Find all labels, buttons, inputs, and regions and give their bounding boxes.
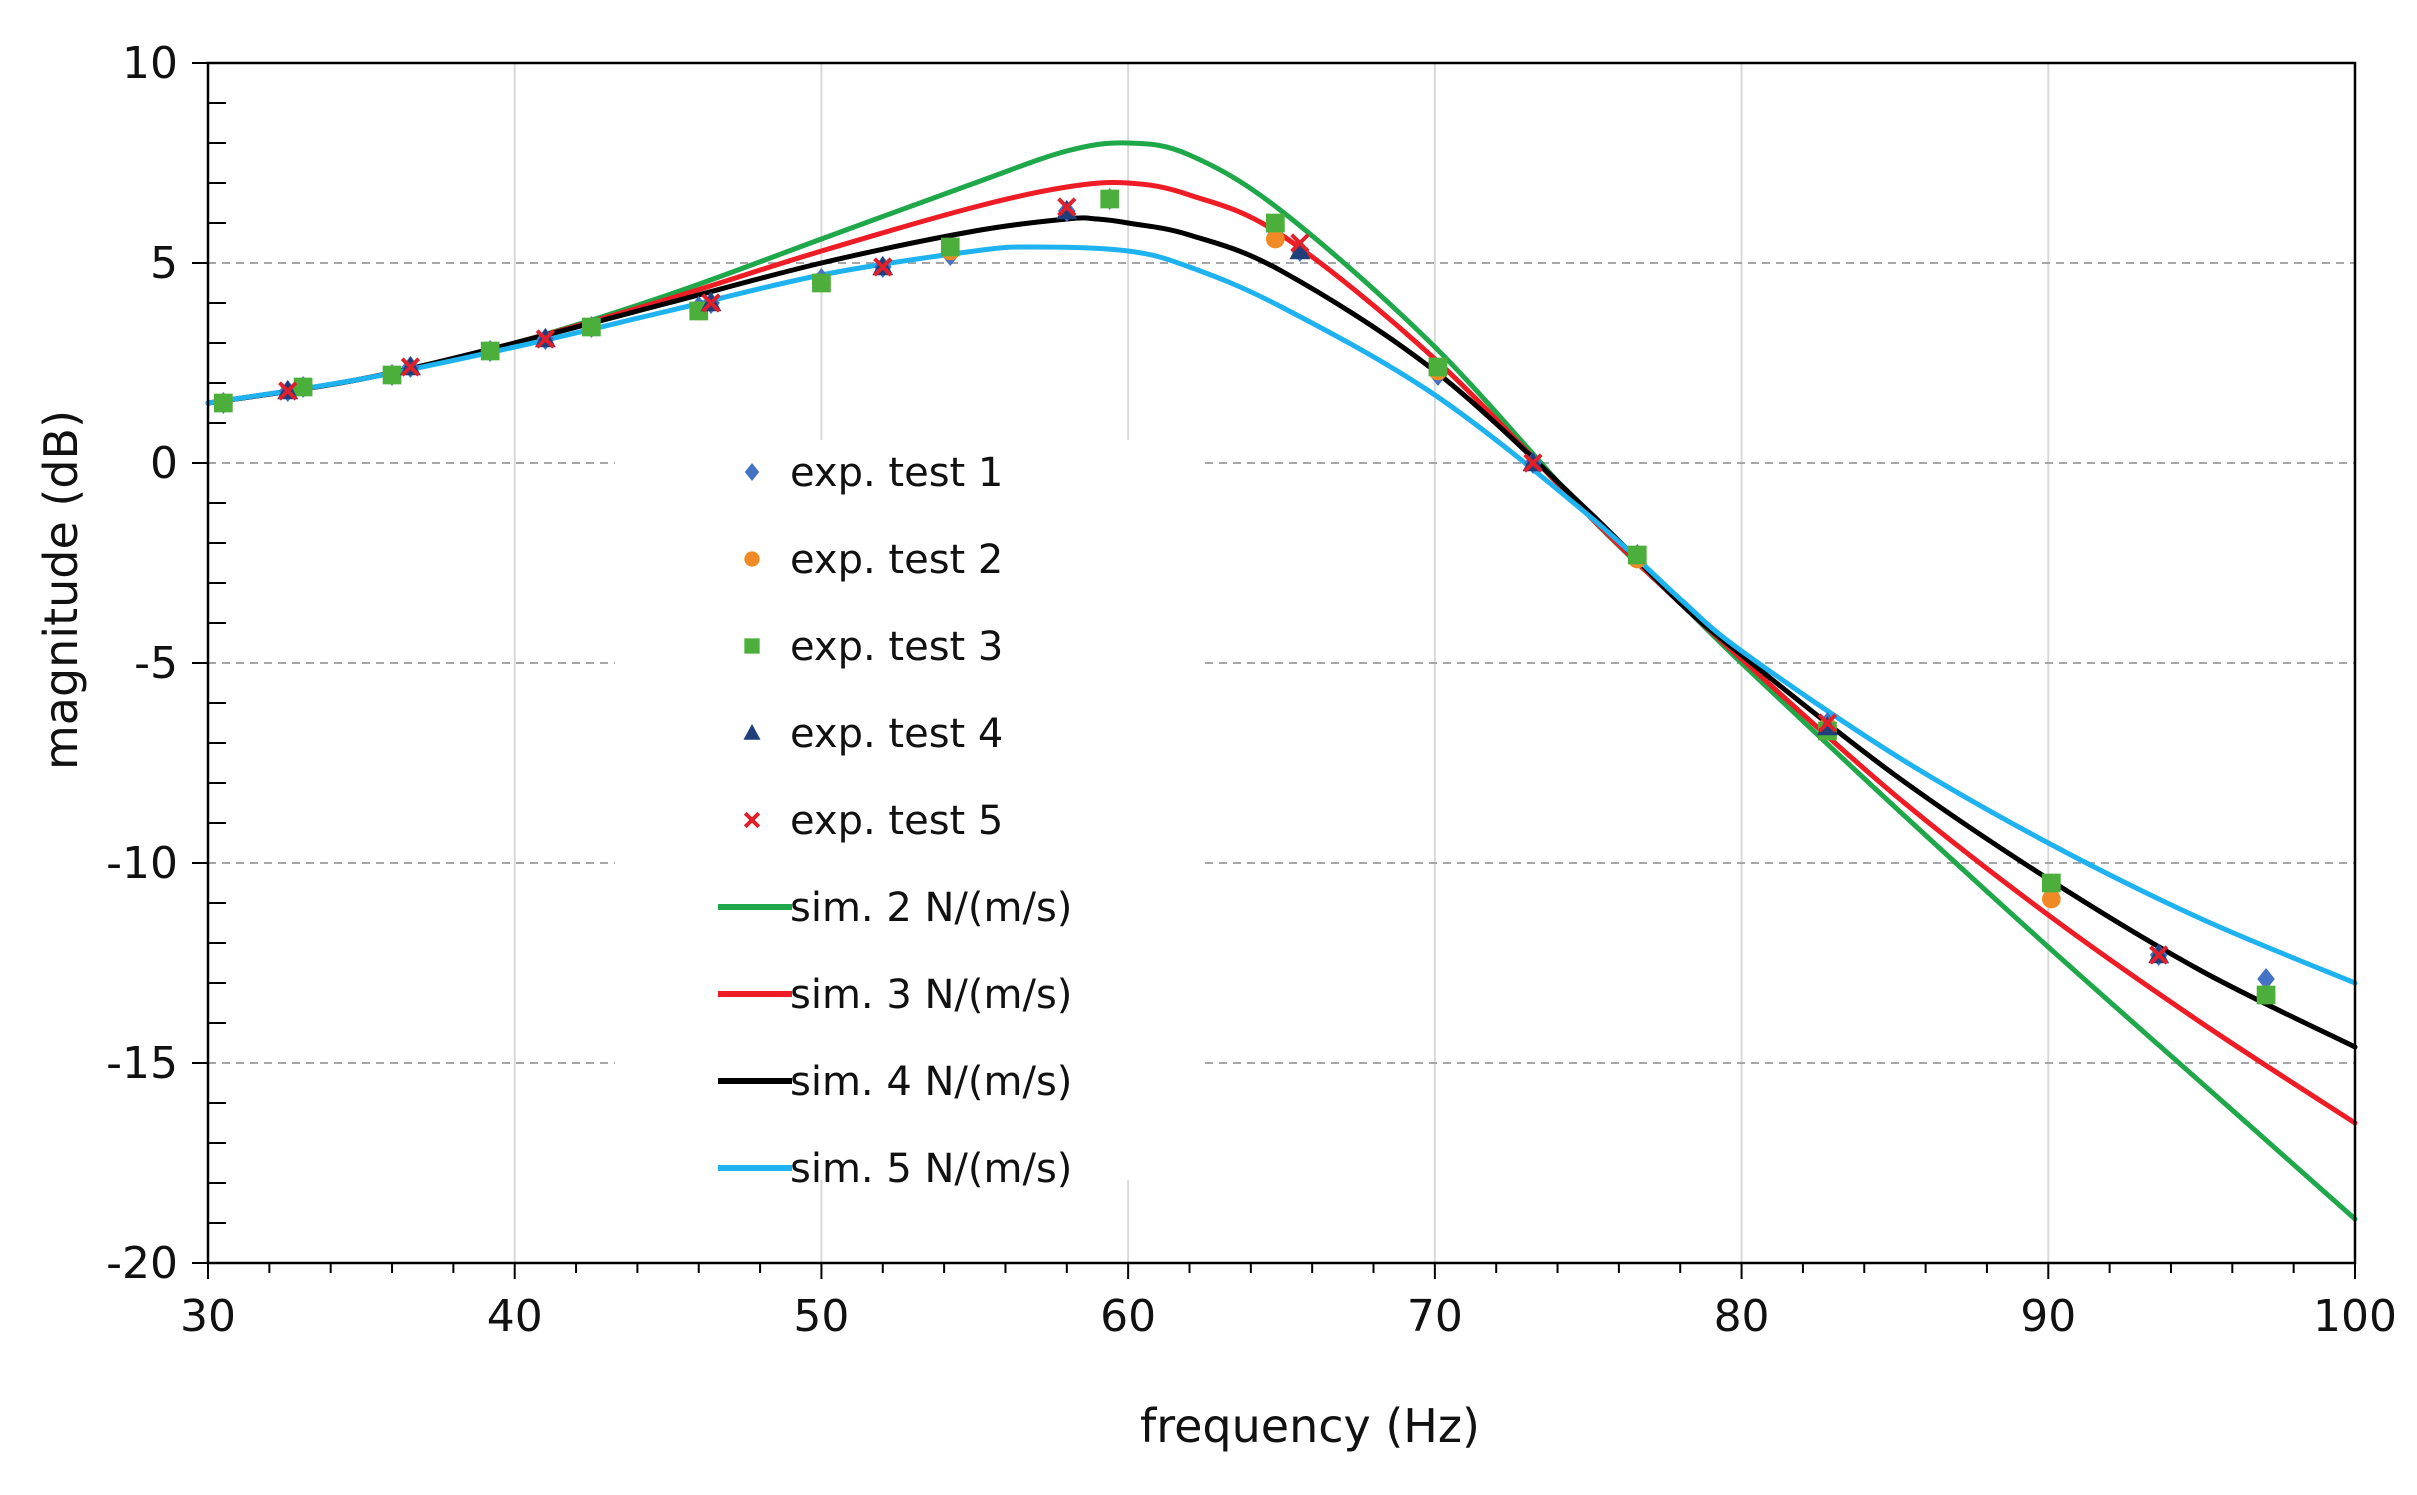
x-axis-label: frequency (Hz) [1140, 1399, 1480, 1453]
y-tick-label: -15 [106, 1038, 178, 1089]
x-marker-stroke [278, 381, 298, 401]
legend-label: exp. test 4 [790, 711, 1003, 757]
data-point [1290, 233, 1310, 253]
legend-label: exp. test 1 [790, 450, 1003, 496]
data-point [2042, 889, 2061, 909]
series-line-sim-2-n-m-s [205, 140, 2358, 1222]
x-marker-stroke [2149, 945, 2169, 965]
axes [192, 61, 2357, 1279]
legend: exp. test 1 exp. test 2 exp. test 3 exp. te… [615, 440, 1205, 1192]
data-point [1100, 189, 1120, 209]
data-point [480, 341, 500, 361]
data-point [2256, 985, 2276, 1005]
y-tick-label: 5 [150, 238, 178, 289]
legend-marker-swatch [743, 724, 761, 740]
y-tick-label: -5 [134, 638, 178, 689]
data-point [1428, 357, 1448, 377]
x-marker-stroke [1290, 233, 1310, 253]
x-marker-stroke [701, 293, 721, 313]
data-point [278, 381, 298, 401]
data-point [382, 365, 402, 385]
data-point [1266, 213, 1285, 233]
x-marker-stroke [743, 811, 761, 829]
y-tick-label: -10 [106, 838, 178, 889]
y-tick-label: 10 [122, 38, 178, 89]
data-point [873, 257, 893, 277]
y-tick-label: 0 [150, 438, 178, 489]
legend-item: exp. test 1 [744, 450, 1003, 496]
data-point [293, 377, 313, 397]
y-axis-label: magnitude (dB) [34, 410, 88, 770]
x-tick-label: 30 [180, 1291, 236, 1342]
legend-label: sim. 3 N/(m/s) [790, 972, 1072, 1018]
data-point [1057, 197, 1077, 217]
x-marker-stroke [873, 257, 893, 277]
legend-label: sim. 2 N/(m/s) [790, 885, 1072, 931]
legend-item: sim. 5 N/(m/s) [718, 1146, 1072, 1192]
legend-item: sim. 3 N/(m/s) [718, 972, 1072, 1018]
data-point [940, 237, 960, 257]
legend-marker-swatch [743, 811, 761, 829]
data-point [1266, 229, 1285, 249]
legend-label: exp. test 5 [790, 798, 1003, 844]
data-point [1523, 453, 1543, 473]
series-lines [205, 140, 2358, 1222]
data-point [2149, 945, 2169, 965]
legend-item: exp. test 3 [744, 624, 1003, 670]
x-tick-label: 90 [2020, 1291, 2076, 1342]
series-line-sim-4-n-m-s [205, 215, 2358, 1050]
series-line-sim-3-n-m-s [205, 180, 2358, 1126]
legend-label: exp. test 3 [790, 624, 1003, 670]
x-tick-label: 50 [793, 1291, 849, 1342]
legend-marker-swatch [744, 463, 760, 481]
legend-item: exp. test 5 [743, 798, 1003, 844]
data-point [535, 329, 556, 349]
legend-marker-swatch [744, 551, 760, 567]
x-tick-label: 100 [2313, 1291, 2397, 1342]
legend-label: sim. 4 N/(m/s) [790, 1059, 1072, 1105]
data-point [701, 293, 721, 313]
data-point [812, 273, 831, 293]
data-point [400, 357, 421, 377]
x-marker-stroke [1057, 197, 1077, 217]
legend-item: exp. test 2 [744, 537, 1003, 583]
x-marker-stroke [1817, 713, 1838, 733]
data-point [1627, 545, 1647, 565]
x-marker-stroke [400, 357, 421, 377]
y-tick-label: -20 [106, 1238, 178, 1289]
legend-label: sim. 5 N/(m/s) [790, 1146, 1072, 1192]
data-point [213, 393, 233, 413]
x-marker-stroke [1523, 453, 1543, 473]
data-point [582, 317, 601, 337]
legend-background [615, 440, 1205, 1180]
legend-label: exp. test 2 [790, 537, 1003, 583]
x-tick-label: 60 [1100, 1291, 1156, 1342]
x-tick-label: 70 [1407, 1291, 1463, 1342]
legend-marker-swatch [744, 638, 760, 654]
data-point [1817, 713, 1838, 733]
legend-item: exp. test 4 [743, 711, 1003, 757]
legend-item: sim. 2 N/(m/s) [718, 885, 1072, 931]
series-markers-exp-test-5 [278, 197, 2169, 965]
x-marker-stroke [535, 329, 556, 349]
data-point [2257, 968, 2275, 990]
x-tick-label: 40 [487, 1291, 543, 1342]
x-tick-label: 80 [1714, 1291, 1770, 1342]
series-line-sim-5-n-m-s [205, 244, 2358, 986]
data-point [1289, 240, 1311, 260]
series-markers [213, 188, 2276, 1005]
data-point [2042, 873, 2061, 893]
legend-item: sim. 4 N/(m/s) [718, 1059, 1072, 1105]
